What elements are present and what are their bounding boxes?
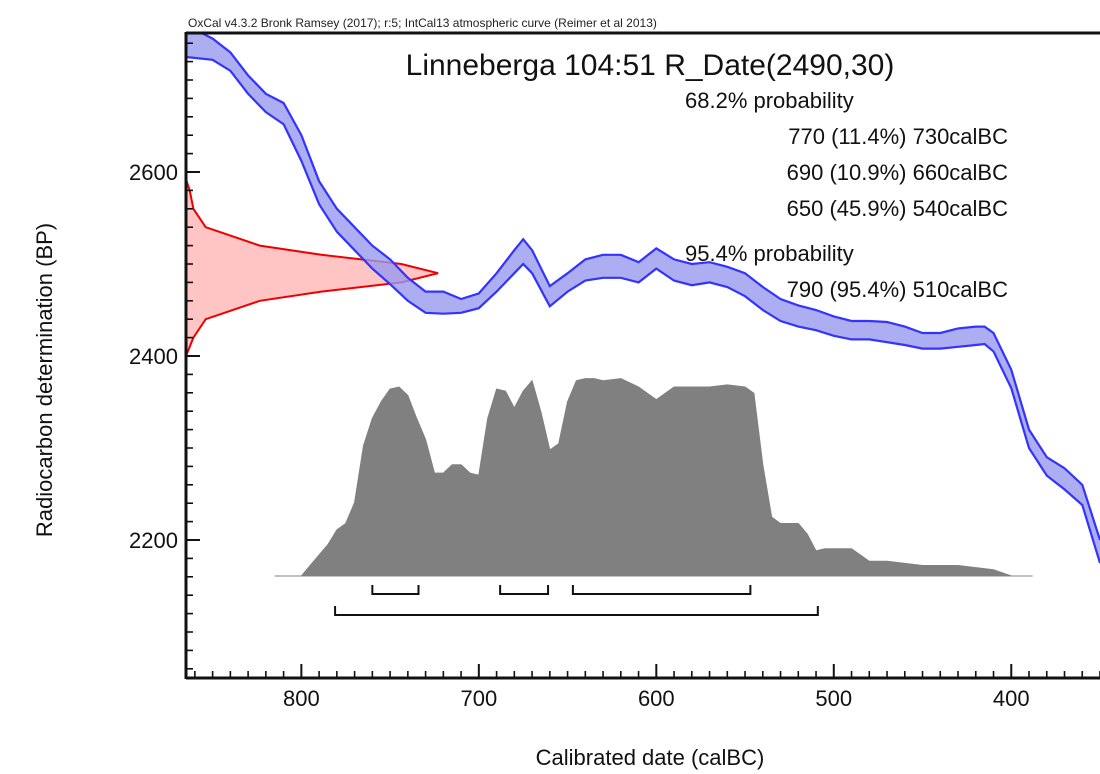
calibration-curve-lower [186, 55, 1100, 564]
x-tick-label: 500 [815, 686, 852, 711]
range-68-bracket [371, 585, 420, 595]
probability-line: 690 (10.9%) 660calBC [787, 160, 1008, 185]
y-tick-label: 2600 [129, 160, 178, 185]
plot-content [186, 34, 1100, 616]
probability-line: 790 (95.4%) 510calBC [787, 277, 1008, 302]
x-axis-label: Calibrated date (calBC) [536, 745, 765, 770]
posterior-distribution [274, 378, 1033, 577]
range-68-bracket [571, 585, 752, 595]
plot-area [186, 34, 1100, 616]
software-credit: OxCal v4.3.2 Bronk Ramsey (2017); r:5; I… [188, 16, 657, 30]
chart-title: Linneberga 104:51 R_Date(2490,30) [406, 49, 895, 82]
x-tick-label: 700 [460, 686, 497, 711]
probability-line: 95.4% probability [685, 241, 854, 266]
probability-line: 68.2% probability [685, 88, 854, 113]
range-95-bracket [334, 606, 819, 616]
axes: 800 700 600 500 400 2200 2400 2600 [129, 31, 1100, 711]
range-68-bracket [499, 585, 550, 595]
x-tick-label: 400 [993, 686, 1030, 711]
y-axis-label: Radiocarbon determination (BP) [32, 223, 57, 537]
x-tick-label: 600 [638, 686, 675, 711]
x-tick-label: 800 [283, 686, 320, 711]
y-tick-label: 2200 [129, 528, 178, 553]
y-tick-label: 2400 [129, 344, 178, 369]
radiocarbon-distribution [186, 179, 439, 357]
probability-line: 650 (45.9%) 540calBC [787, 196, 1008, 221]
calibration-curve-upper [201, 34, 1100, 541]
probability-summary: 68.2% probability 770 (11.4%) 730calBC 690… [685, 88, 1008, 302]
probability-line: 770 (11.4%) 730calBC [788, 124, 1008, 149]
